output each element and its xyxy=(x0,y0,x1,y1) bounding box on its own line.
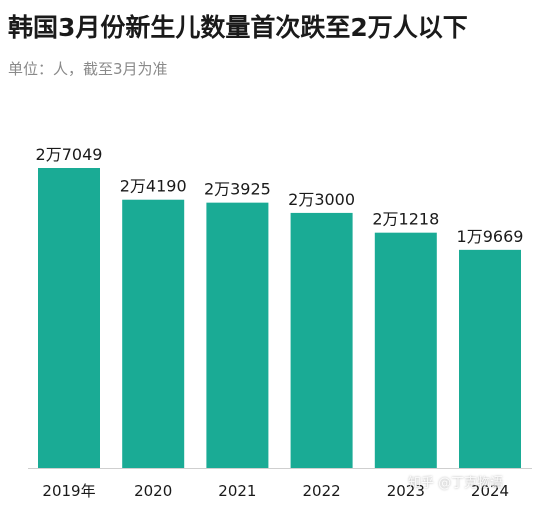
bar-2023 xyxy=(374,232,437,468)
bar-2024 xyxy=(459,249,521,468)
bar-2020 xyxy=(122,199,185,469)
bar-value-label: 2万7049 xyxy=(36,145,103,164)
bar-2019年 xyxy=(38,168,100,468)
x-tick-label: 2022 xyxy=(303,482,341,500)
bar-value-label: 2万1218 xyxy=(372,210,439,229)
x-tick-label: 2023 xyxy=(387,482,425,500)
bar-2022 xyxy=(290,212,353,468)
x-tick-label: 2019年 xyxy=(42,482,95,500)
x-tick-label: 2024 xyxy=(471,482,509,500)
chart-subtitle: 单位：人，截至3月为准 xyxy=(8,60,168,78)
bar-value-label: 1万9669 xyxy=(457,227,524,246)
bar-2021 xyxy=(206,202,269,468)
x-tick-label: 2021 xyxy=(218,482,256,500)
bar-value-label: 2万3000 xyxy=(288,190,355,209)
bar-value-label: 2万4190 xyxy=(120,177,187,196)
chart-title: 韩国3月份新生儿数量首次跌至2万人以下 xyxy=(8,13,468,42)
x-tick-label: 2020 xyxy=(134,482,172,500)
watermark-text: 知乎 @丁克物语 xyxy=(408,476,504,491)
bar-value-label: 2万3925 xyxy=(204,180,271,199)
